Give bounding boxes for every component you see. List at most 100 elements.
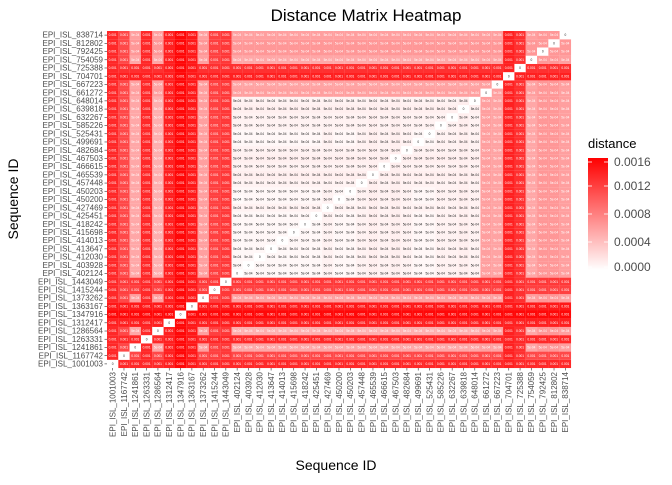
heatmap-cell-label: 0.001 — [177, 50, 185, 54]
heatmap-cell — [367, 294, 379, 303]
heatmap-cell-label: 0.001 — [165, 50, 173, 54]
heatmap-cell — [367, 39, 379, 48]
heatmap-cell — [163, 129, 175, 138]
heatmap-cell — [446, 162, 458, 171]
heatmap-cell — [537, 178, 549, 188]
heatmap-cell — [310, 162, 323, 171]
heatmap-cell — [446, 359, 458, 369]
y-tick-label: EPI_ISL_1286564 — [38, 327, 103, 336]
x-tick-label: EPI_ISL_1167742 — [120, 371, 129, 436]
heatmap-cell — [367, 335, 379, 344]
heatmap-cell-label: 5e-04 — [335, 132, 343, 136]
heatmap-cell-label: 5e-04 — [233, 222, 241, 226]
heatmap-cell — [559, 351, 572, 360]
heatmap-cell — [299, 359, 311, 369]
heatmap-cell — [163, 146, 175, 155]
heatmap-cell-label: 5e-04 — [301, 296, 309, 300]
heatmap-cell-label: 5e-04 — [550, 140, 558, 144]
heatmap-cell-label: 0.001 — [222, 157, 230, 161]
heatmap-cell — [208, 203, 221, 212]
heatmap-cell — [322, 154, 334, 163]
heatmap-cell-label: 5e-04 — [493, 148, 501, 152]
heatmap-cell-label: 5e-04 — [256, 83, 264, 87]
heatmap-cell — [389, 72, 402, 81]
heatmap-cell-label: 5e-04 — [561, 99, 569, 103]
heatmap-cell-label: 0 — [315, 214, 317, 218]
heatmap-cell-label: 0.001 — [516, 165, 524, 169]
heatmap-cell-label: 0.001 — [471, 321, 479, 325]
heatmap-cell — [446, 244, 458, 253]
heatmap-cell-label: 0.001 — [222, 239, 230, 243]
heatmap-cell — [107, 146, 119, 155]
legend-tick-label: 0.0004 — [614, 235, 651, 249]
heatmap-cell — [220, 359, 232, 369]
heatmap-cell — [254, 277, 266, 286]
x-tick-label: EPI_ISL_465539 — [369, 371, 378, 432]
heatmap-cell — [367, 277, 379, 286]
heatmap-cell-label: 5e-04 — [392, 206, 400, 210]
heatmap-cell — [322, 318, 334, 327]
y-tick-label: EPI_ISL_632267 — [43, 113, 104, 122]
heatmap-cell-label: 0.001 — [505, 66, 513, 70]
heatmap-cell — [254, 72, 266, 81]
heatmap-cell — [367, 129, 379, 138]
heatmap-cell — [503, 121, 515, 130]
heatmap-cell — [344, 294, 357, 303]
heatmap-cell-label: 5e-04 — [267, 115, 275, 119]
heatmap-cell-label: 5e-04 — [267, 329, 275, 333]
heatmap-cell — [220, 195, 232, 204]
heatmap-cell — [140, 154, 153, 163]
heatmap-cell-label: 0.001 — [312, 337, 320, 341]
heatmap-cell-label: 5e-04 — [301, 41, 309, 45]
y-tick-label: EPI_ISL_457448 — [43, 179, 104, 188]
heatmap-cell-label: 5e-04 — [414, 58, 422, 62]
heatmap-cell — [220, 302, 232, 311]
heatmap-cell-label: 0.001 — [222, 50, 230, 54]
heatmap-cell — [265, 104, 277, 114]
heatmap-cell — [242, 121, 255, 130]
heatmap-cell-label: 5e-04 — [425, 83, 433, 87]
heatmap-cell-label: 5e-04 — [312, 124, 320, 128]
heatmap-cell-label: 0.001 — [346, 354, 354, 358]
heatmap-cell-label: 0.001 — [516, 124, 524, 128]
heatmap-cell-label: 0.001 — [177, 296, 185, 300]
heatmap-cell — [231, 302, 243, 311]
heatmap-cell — [355, 96, 368, 106]
heatmap-cell-label: 0.001 — [211, 50, 219, 54]
heatmap-cell — [378, 113, 390, 122]
heatmap-cell-label: 5e-04 — [425, 189, 433, 193]
heatmap-cell — [503, 211, 515, 221]
heatmap-cell — [367, 162, 379, 171]
heatmap-cell — [503, 269, 515, 278]
heatmap-cell-label: 0.001 — [165, 222, 173, 226]
heatmap-cell — [299, 211, 311, 221]
heatmap-cell — [220, 72, 232, 81]
heatmap-cell — [333, 343, 345, 352]
heatmap-cell — [548, 170, 560, 179]
heatmap-cell-label: 5e-04 — [550, 346, 558, 350]
heatmap-cell — [186, 326, 198, 336]
heatmap-cell — [276, 285, 289, 295]
heatmap-cell — [514, 39, 526, 48]
heatmap-cell-label: 5e-04 — [278, 41, 286, 45]
heatmap-cell — [401, 80, 413, 89]
heatmap-cell — [265, 211, 277, 221]
heatmap-cell-label: 5e-04 — [233, 132, 241, 136]
heatmap-cell — [480, 211, 492, 221]
heatmap-cell-label: 5e-04 — [256, 157, 264, 161]
heatmap-cell — [208, 178, 221, 188]
heatmap-cell — [480, 31, 492, 40]
heatmap-cell-label: 5e-04 — [561, 255, 569, 259]
heatmap-cell — [412, 104, 424, 114]
heatmap-cell-label: 5e-04 — [256, 206, 264, 210]
heatmap-cell-label: 0.001 — [165, 66, 173, 70]
heatmap-cell — [118, 137, 130, 147]
heatmap-cell — [514, 244, 526, 253]
heatmap-cell — [491, 146, 504, 155]
heatmap-cell — [355, 154, 368, 163]
heatmap-cell — [435, 351, 447, 360]
heatmap-cell-label: 5e-04 — [561, 329, 569, 333]
heatmap-cell-label: 5e-04 — [539, 189, 547, 193]
heatmap-cell-label: 5e-04 — [561, 206, 569, 210]
